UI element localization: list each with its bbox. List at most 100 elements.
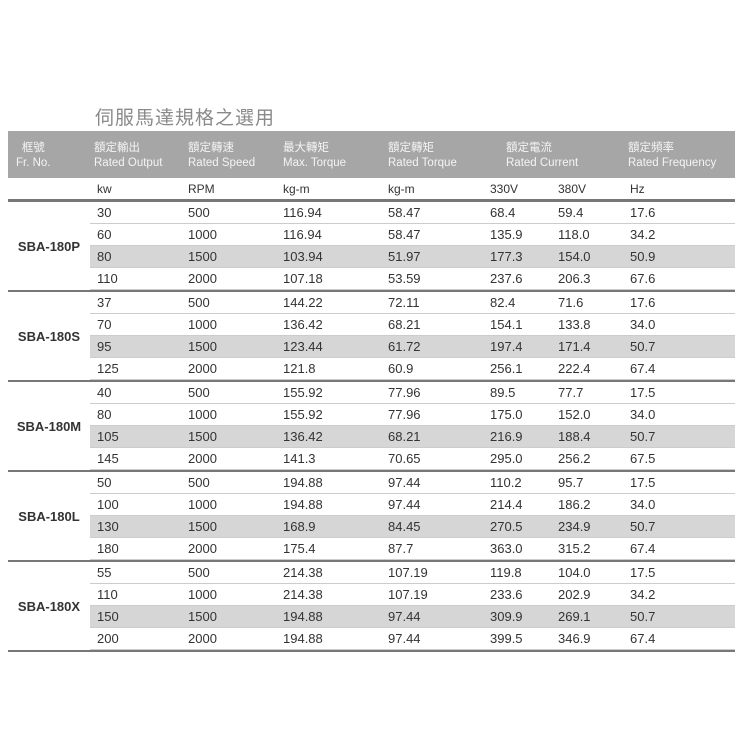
table-cell: 197.4 <box>490 339 523 354</box>
table-cell: 1500 <box>188 519 217 534</box>
frame-group: SBA-180P 30 500 116.94 58.47 68.4 59.4 17.6 60 10… <box>8 202 735 292</box>
unit-label: kw <box>97 182 112 196</box>
unit-label: 330V <box>490 182 519 196</box>
header-en: Rated Speed <box>188 157 256 169</box>
table-cell: 270.5 <box>490 519 523 534</box>
table-cell: 50 <box>97 475 112 490</box>
table-cell: 123.44 <box>283 339 323 354</box>
table-row: 180 2000 175.4 87.7 363.0 315.2 67.4 <box>90 538 735 560</box>
table-cell: 95 <box>97 339 112 354</box>
table-cell: 107.18 <box>283 271 323 286</box>
table-cell: 72.11 <box>388 295 420 310</box>
table-cell: 152.0 <box>558 407 591 422</box>
table-cell: 116.94 <box>283 205 322 220</box>
table-cell: 107.19 <box>388 587 428 602</box>
header-zh: 額定輸出 <box>94 142 140 154</box>
table-cell: 34.2 <box>630 227 656 242</box>
table-cell: 110 <box>97 587 118 602</box>
table-cell: 53.59 <box>388 271 421 286</box>
table-cell: 67.4 <box>630 631 656 646</box>
table-row: 95 1500 123.44 61.72 197.4 171.4 50.7 <box>90 336 735 358</box>
table-cell: 269.1 <box>558 609 591 624</box>
table-cell: 89.5 <box>490 385 516 400</box>
column-header: 額定轉矩 Rated Torque <box>388 141 457 171</box>
header-en: Rated Current <box>506 157 579 169</box>
table-cell: 144.22 <box>283 295 323 310</box>
table-cell: 500 <box>188 385 210 400</box>
unit-label: 380V <box>558 182 587 196</box>
table-cell: 155.92 <box>283 385 323 400</box>
table-cell: 58.47 <box>388 205 421 220</box>
table-cell: 1500 <box>188 429 217 444</box>
column-header: 額定電流 Rated Current <box>506 141 578 171</box>
unit-label: RPM <box>188 182 215 196</box>
table-cell: 1500 <box>188 249 217 264</box>
table-row: 30 500 116.94 58.47 68.4 59.4 17.6 <box>90 202 735 224</box>
table-cell: 202.9 <box>558 587 591 602</box>
table-cell: 234.9 <box>558 519 591 534</box>
table-cell: 97.44 <box>388 609 421 624</box>
table-cell: 30 <box>97 205 112 220</box>
table-cell: 194.88 <box>283 631 323 646</box>
table-cell: 67.6 <box>630 271 656 286</box>
table-cell: 110 <box>97 271 118 286</box>
table-cell: 315.2 <box>558 541 591 556</box>
table-cell: 95.7 <box>558 475 584 490</box>
table-cell: 136.42 <box>283 317 323 332</box>
table-cell: 68.21 <box>388 317 421 332</box>
header-en: Rated Torque <box>388 157 457 169</box>
frame-label: SBA-180L <box>18 508 80 524</box>
table-cell: 55 <box>97 565 112 580</box>
table-cell: 233.6 <box>490 587 523 602</box>
table-cell: 34.0 <box>630 407 656 422</box>
table-cell: 222.4 <box>558 361 591 376</box>
table-cell: 34.2 <box>630 587 656 602</box>
table-cell: 188.4 <box>558 429 591 444</box>
table-row: 55 500 214.38 107.19 119.8 104.0 17.5 <box>90 562 735 584</box>
table-row: 110 2000 107.18 53.59 237.6 206.3 67.6 <box>90 268 735 290</box>
table-row: 200 2000 194.88 97.44 399.5 346.9 67.4 <box>90 628 735 650</box>
table-cell: 186.2 <box>558 497 591 512</box>
table-cell: 2000 <box>188 541 217 556</box>
table-cell: 105 <box>97 429 119 444</box>
table-cell: 17.6 <box>630 205 656 220</box>
table-cell: 1000 <box>188 587 217 602</box>
table-cell: 50.7 <box>630 609 656 624</box>
table-row: 130 1500 168.9 84.45 270.5 234.9 50.7 <box>90 516 735 538</box>
frame-group: SBA-180L 50 500 194.88 97.44 110.2 95.7 17.5 100… <box>8 472 735 562</box>
column-header: 額定轉速 Rated Speed <box>188 141 255 171</box>
table-row: 100 1000 194.88 97.44 214.4 186.2 34.0 <box>90 494 735 516</box>
table-cell: 59.4 <box>558 205 584 220</box>
table-cell: 175.4 <box>283 541 316 556</box>
table-cell: 67.4 <box>630 361 656 376</box>
table-row: 60 1000 116.94 58.47 135.9 118.0 34.2 <box>90 224 735 246</box>
table-cell: 82.4 <box>490 295 516 310</box>
table-cell: 194.88 <box>283 475 323 490</box>
table-cell: 77.96 <box>388 385 421 400</box>
table-cell: 80 <box>97 249 112 264</box>
table-cell: 97.44 <box>388 497 421 512</box>
column-header: 最大轉矩 Max. Torque <box>283 141 346 171</box>
table-cell: 135.9 <box>490 227 523 242</box>
table-cell: 17.6 <box>630 295 656 310</box>
frame-label: SBA-180P <box>17 238 81 254</box>
header-en: Rated Frequency <box>628 157 717 169</box>
frame-label: SBA-180S <box>17 328 81 344</box>
table-cell: 363.0 <box>490 541 523 556</box>
table-header: 框號 Fr. No. 額定輸出 Rated Output 額定轉速 Rated Speed… <box>8 131 735 178</box>
table-cell: 295.0 <box>490 451 523 466</box>
table-cell: 309.9 <box>490 609 523 624</box>
table-cell: 136.42 <box>283 429 323 444</box>
table-cell: 104.0 <box>558 565 591 580</box>
table-cell: 107.19 <box>388 565 428 580</box>
header-zh: 額定轉矩 <box>388 142 434 154</box>
table-cell: 130 <box>97 519 119 534</box>
table-cell: 40 <box>97 385 112 400</box>
table-cell: 97.44 <box>388 631 421 646</box>
table-cell: 200 <box>97 631 119 646</box>
table-cell: 1500 <box>188 609 217 624</box>
table-row: 37 500 144.22 72.11 82.4 71.6 17.6 <box>90 292 735 314</box>
table-cell: 51.97 <box>388 249 421 264</box>
table-row: 145 2000 141.3 70.65 295.0 256.2 67.5 <box>90 448 735 470</box>
table-cell: 216.9 <box>490 429 523 444</box>
